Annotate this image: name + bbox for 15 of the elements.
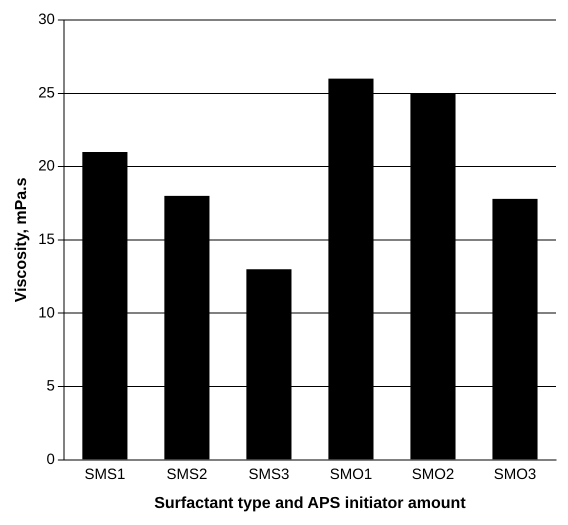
y-tick-label: 25 [38,84,55,102]
x-tick-label: SMS2 [166,466,208,483]
x-tick-label: SMS1 [84,466,126,483]
y-tick-label: 5 [46,378,55,395]
y-tick-label: 10 [38,304,55,322]
x-tick-label: SMO2 [412,466,454,483]
y-tick-label: 0 [46,450,55,468]
x-tick-label: SMO1 [330,466,372,483]
y-tick-label: 15 [38,231,55,248]
y-tick-label: 20 [38,158,55,175]
x-tick-label: SMS3 [248,466,290,483]
x-axis-title: Surfactant type and APS initiator amount [154,494,466,512]
y-axis-title: Viscosity, mPa.s [13,177,30,302]
x-tick-label: SMO3 [494,466,536,483]
y-tick-label: 30 [38,11,55,28]
